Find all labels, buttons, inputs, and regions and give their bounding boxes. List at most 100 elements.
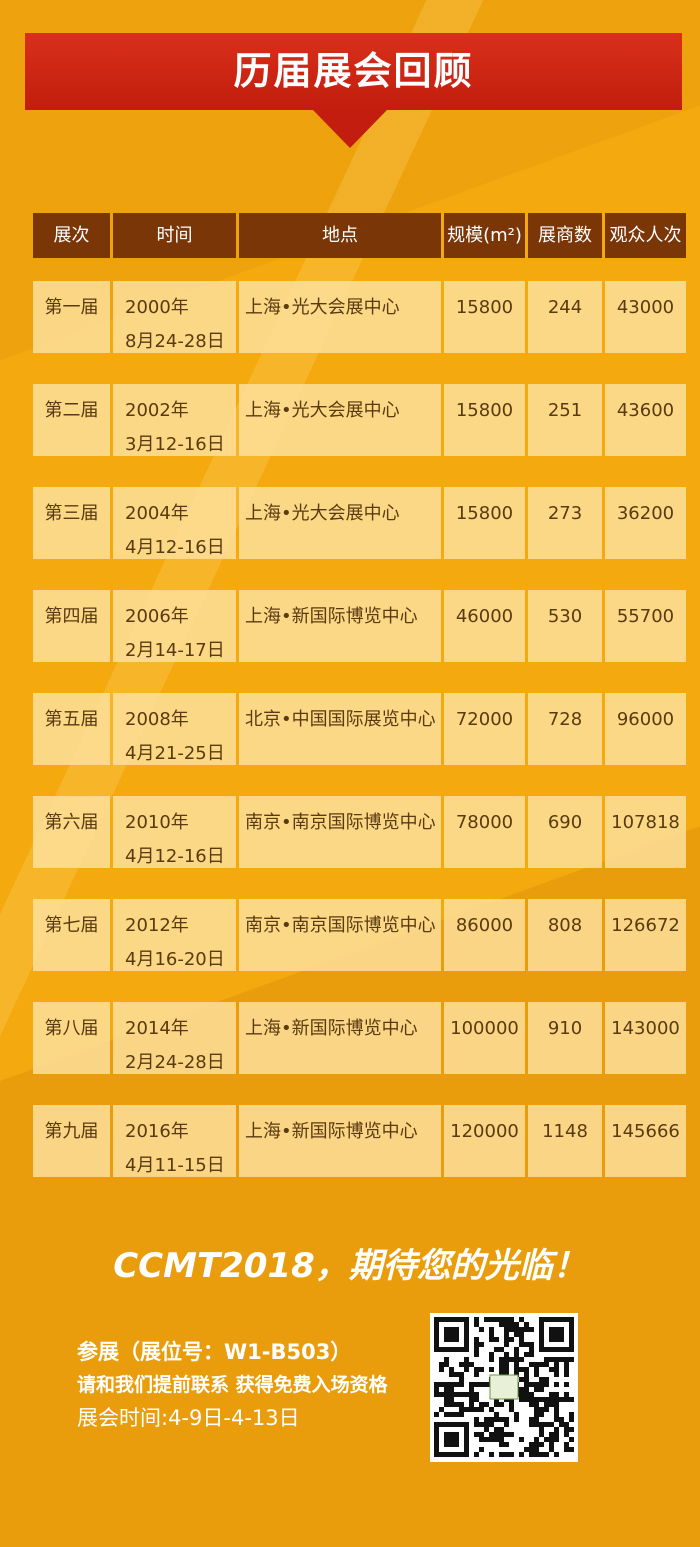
year: 2006年 [125,606,189,627]
booth: 参展（展位号：W1-B503） [77,1340,352,1364]
column-header: 观众人次 [605,213,686,258]
qr-code [430,1313,578,1462]
table-cell: 2016年 4月11-15日 [113,1105,236,1177]
visitors: 145666 [611,1121,680,1142]
show-dates: 展会时间:4-9日-4-13日 [77,1406,300,1430]
table-cell: 南京•南京国际博览中心 [239,796,441,868]
table-cell: 2000年 8月24-28日 [113,281,236,353]
exhibitors: 728 [547,709,583,730]
venue: 上海•光大会展中心 [245,400,400,421]
table-cell: 46000 [444,590,525,662]
edition: 第六届 [44,812,99,833]
dates: 3月12-16日 [125,434,225,455]
edition: 第七届 [44,915,99,936]
table-cell: 530 [528,590,602,662]
year: 2000年 [125,297,189,318]
table-cell: 143000 [605,1002,686,1074]
dates: 4月16-20日 [125,949,225,970]
table-cell: 2012年 4月16-20日 [113,899,236,971]
table-cell: 2006年 2月14-17日 [113,590,236,662]
table-cell: 第七届 [33,899,110,971]
edition: 第二届 [44,400,99,421]
column-header: 规模(m²) [444,213,525,258]
area: 78000 [455,812,514,833]
edition: 第八届 [44,1018,99,1039]
table-cell: 上海•新国际博览中心 [239,1002,441,1074]
exhibitors: 690 [547,812,583,833]
table-cell: 96000 [605,693,686,765]
venue: 上海•新国际博览中心 [245,1018,418,1039]
table-cell: 910 [528,1002,602,1074]
visitors: 43600 [616,400,675,421]
table-cell: 2004年 4月12-16日 [113,487,236,559]
table-cell: 上海•新国际博览中心 [239,590,441,662]
year: 2012年 [125,915,189,936]
exhibitors: 530 [547,606,583,627]
table-cell: 南京•南京国际博览中心 [239,899,441,971]
dates: 4月12-16日 [125,537,225,558]
column-header: 时间 [113,213,236,258]
title-banner [25,33,682,110]
table-cell: 273 [528,487,602,559]
year: 2002年 [125,400,189,421]
edition: 第三届 [44,503,99,524]
table-cell: 43600 [605,384,686,456]
table-cell: 72000 [444,693,525,765]
year: 2016年 [125,1121,189,1142]
exhibitors: 244 [547,297,583,318]
venue: 南京•南京国际博览中心 [245,812,436,833]
area: 15800 [455,503,514,524]
venue: 上海•新国际博览中心 [245,606,418,627]
contact: 请和我们提前联系 获得免费入场资格 [77,1374,388,1396]
exhibitors: 1148 [542,1121,588,1142]
table-cell: 145666 [605,1105,686,1177]
dates: 4月11-15日 [125,1155,225,1176]
table-cell: 15800 [444,384,525,456]
dates: 2月14-17日 [125,640,225,661]
area: 15800 [455,400,514,421]
venue: 北京•中国国际展览中心 [245,709,436,730]
table-cell: 第四届 [33,590,110,662]
table-cell: 上海•新国际博览中心 [239,1105,441,1177]
venue: 上海•光大会展中心 [245,297,400,318]
table-cell: 第五届 [33,693,110,765]
edition: 第九届 [44,1121,99,1142]
area: 86000 [455,915,514,936]
table-cell: 上海•光大会展中心 [239,281,441,353]
table-cell: 100000 [444,1002,525,1074]
exhibitors: 808 [547,915,583,936]
slogan: CCMT2018，期待您的光临！ [113,1246,587,1286]
area: 100000 [450,1018,519,1039]
table-cell: 1148 [528,1105,602,1177]
table-cell: 第六届 [33,796,110,868]
year: 2014年 [125,1018,189,1039]
table-cell: 北京•中国国际展览中心 [239,693,441,765]
visitors: 107818 [611,812,680,833]
dates: 2月24-28日 [125,1052,225,1073]
table-cell: 2008年 4月21-25日 [113,693,236,765]
dates: 4月12-16日 [125,846,225,867]
exhibitors: 273 [547,503,583,524]
visitors: 143000 [611,1018,680,1039]
table-cell: 55700 [605,590,686,662]
table-cell: 第三届 [33,487,110,559]
venue: 上海•新国际博览中心 [245,1121,418,1142]
year: 2008年 [125,709,189,730]
column-header: 展次 [33,213,110,258]
title: 历届展会回顾 [233,49,474,93]
qr-logo [489,1374,519,1400]
dates: 4月21-25日 [125,743,225,764]
table-cell: 15800 [444,281,525,353]
table-cell: 第八届 [33,1002,110,1074]
table-cell: 36200 [605,487,686,559]
table-cell: 120000 [444,1105,525,1177]
visitors: 126672 [611,915,680,936]
edition: 第四届 [44,606,99,627]
table-cell: 86000 [444,899,525,971]
area: 15800 [455,297,514,318]
table-cell: 728 [528,693,602,765]
area: 46000 [455,606,514,627]
venue: 南京•南京国际博览中心 [245,915,436,936]
area: 120000 [450,1121,519,1142]
